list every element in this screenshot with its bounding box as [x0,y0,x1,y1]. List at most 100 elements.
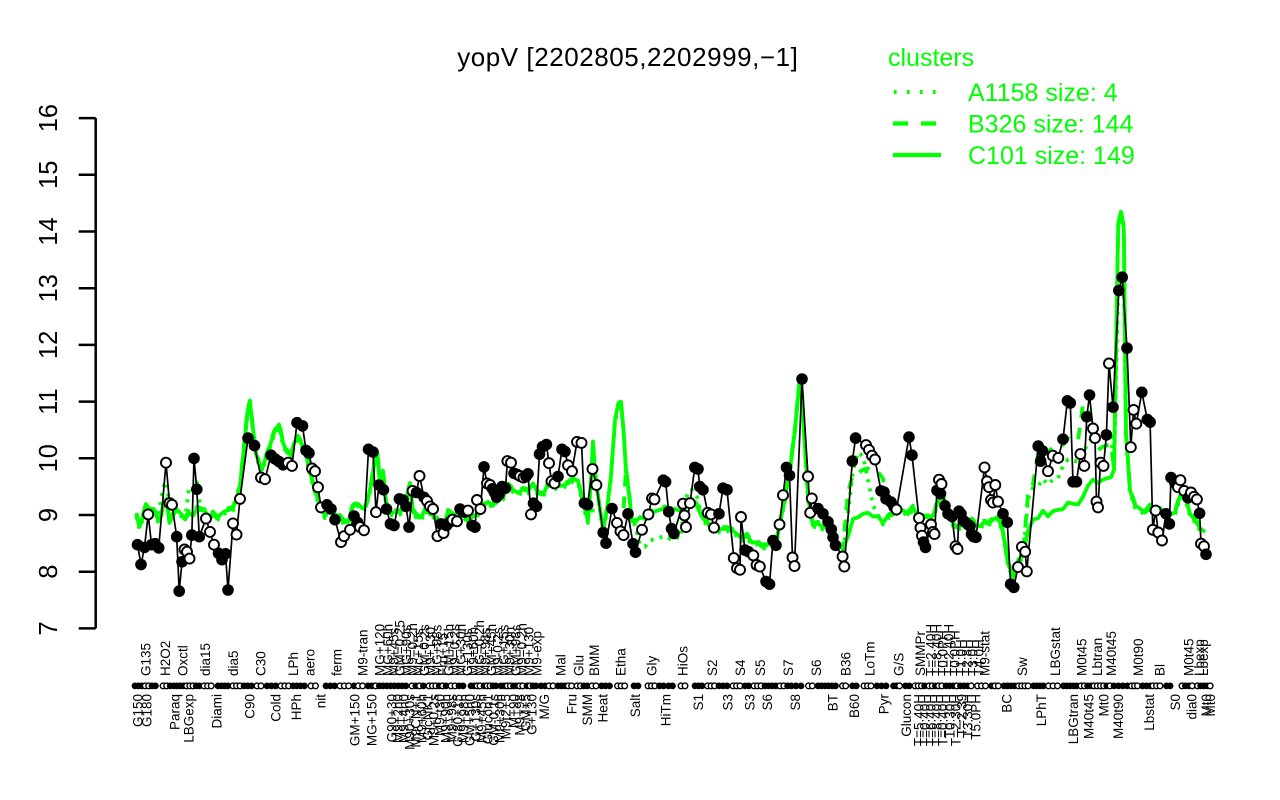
svg-text:M9-tran: M9-tran [356,629,371,676]
svg-text:aero: aero [303,649,318,676]
svg-text:S6: S6 [760,694,775,711]
svg-text:MG+90s: MG+90s [399,624,414,676]
svg-text:Fru: Fru [565,694,580,714]
svg-text:Glucon1: Glucon1 [481,694,496,744]
svg-text:M9-exp: M9-exp [530,631,545,676]
svg-text:S0: S0 [1168,694,1183,711]
svg-text:yopV [2202805,2202999,−1]: yopV [2202805,2202999,−1] [457,42,798,72]
svg-text:Salt: Salt [628,694,643,718]
svg-text:T=0.40H: T=0.40H [918,694,933,746]
svg-text:T=6.40H: T=6.40H [924,694,939,746]
svg-text:M9+130: M9+130 [522,627,537,676]
svg-text:Oxctl: Oxctl [176,645,191,676]
svg-text:T0.30H: T0.30H [943,694,958,738]
svg-text:B326 size: 144: B326 size: 144 [968,110,1133,138]
svg-text:M9=0.2h: M9=0.2h [405,623,420,676]
svg-text:Pyr: Pyr [877,693,892,714]
svg-text:C30: C30 [254,651,269,676]
svg-text:A1158 size: 4: A1158 size: 4 [968,79,1118,107]
svg-text:C90: C90 [243,694,258,719]
svg-text:GM+150: GM+150 [348,694,363,746]
svg-text:GM=0.25: GM=0.25 [393,620,408,676]
svg-text:dia15: dia15 [198,643,213,676]
svg-text:MG+15s: MG+15s [496,624,511,676]
svg-text:M9=0.2s: M9=0.2s [448,624,463,676]
svg-text:M9+30h: M9+30h [503,627,518,676]
svg-text:Glucon: Glucon [899,694,914,737]
svg-text:Lbexp: Lbexp [1192,639,1207,676]
svg-text:Mc+15s: Mc+15s [411,628,426,676]
svg-text:MG+120: MG+120 [373,624,388,676]
svg-text:T=2.39: T=2.39 [955,694,970,736]
svg-text:clusters: clusters [888,44,974,72]
svg-text:11: 11 [35,388,63,414]
svg-text:T=8.40H: T=8.40H [930,694,945,746]
svg-text:C101 size: 149: C101 size: 149 [968,142,1135,170]
svg-text:S8: S8 [788,694,803,711]
svg-text:M9+2h0: M9+2h0 [391,694,406,743]
svg-text:LBGstat: LBGstat [1048,627,1063,676]
svg-text:GM-0.2s: GM-0.2s [417,624,432,676]
svg-text:HPh: HPh [289,694,304,720]
svg-text:dia0: dia0 [1184,694,1199,720]
svg-text:S6: S6 [809,659,824,676]
svg-text:T=8.40H: T=8.40H [930,624,945,676]
svg-text:GlcNK1: GlcNK1 [421,694,436,741]
svg-text:M0t90: M0t90 [1131,638,1146,676]
svg-text:Sw: Sw [1015,657,1030,676]
svg-text:S4: S4 [733,659,748,676]
svg-text:Paraq: Paraq [168,694,183,730]
svg-text:M9+130: M9+130 [423,627,438,676]
svg-text:G90+30: G90+30 [385,694,400,742]
svg-text:T3.0H: T3.0H [966,639,981,676]
svg-text:G-80+15: G-80+15 [451,694,466,747]
svg-text:G+130: G+130 [525,694,540,735]
svg-text:G180: G180 [140,694,155,727]
svg-text:M40t45: M40t45 [1082,694,1097,739]
svg-text:T0.0PH: T0.0PH [948,630,963,676]
svg-text:S3: S3 [721,694,736,711]
svg-text:M0t45: M0t45 [1075,638,1090,676]
svg-text:M9CN+1: M9CN+1 [409,694,424,748]
svg-text:M/G: M/G [537,694,552,720]
svg-text:M9=0.2h: M9=0.2h [515,623,530,676]
svg-text:S3: S3 [743,694,758,711]
svg-text:Fru+15: Fru+15 [435,633,450,676]
svg-text:8: 8 [35,565,63,579]
svg-text:M9+98s: M9+98s [445,694,460,743]
svg-text:M9+4h0: M9+4h0 [397,694,412,743]
svg-text:13: 13 [35,274,63,302]
svg-text:M90+30s: M90+30s [403,694,418,750]
svg-text:T4.0H: T4.0H [972,639,987,676]
svg-text:M9-stat: M9-stat [978,631,993,676]
svg-text:G/S: G/S [892,653,907,676]
svg-text:BT: BT [826,694,841,711]
svg-text:GM+98s: GM+98s [509,624,524,676]
svg-text:M9+45s: M9+45s [387,627,402,676]
svg-text:12: 12 [35,331,63,359]
svg-text:Bl: Bl [1153,664,1168,676]
svg-text:Heat: Heat [596,694,611,723]
svg-text:M9+30h: M9+30h [493,694,508,743]
svg-text:16: 16 [35,104,63,132]
svg-text:T2.8H: T2.8H [960,639,975,676]
svg-text:M9+60h: M9+60h [466,627,481,676]
svg-text:Glu: Glu [572,655,587,676]
svg-text:G150: G150 [131,694,146,727]
svg-text:T3.30H: T3.30H [961,694,976,738]
svg-text:LPhT: LPhT [1034,694,1049,726]
svg-text:LBGtran: LBGtran [1066,694,1081,744]
svg-text:Lbtran: Lbtran [1090,638,1105,676]
svg-text:M9+60h: M9+60h [415,694,430,743]
svg-text:T=2.40H: T=2.40H [924,624,939,676]
svg-text:S2: S2 [705,659,720,676]
svg-text:M9+90h: M9+90h [439,694,454,743]
svg-text:15: 15 [35,161,63,189]
svg-text:M9+98s: M9+98s [478,627,493,676]
svg-text:S5: S5 [753,659,768,676]
svg-text:BC: BC [1000,694,1015,713]
svg-text:LBGexp: LBGexp [182,694,197,743]
svg-text:BMM: BMM [587,645,602,677]
svg-text:10: 10 [35,444,63,472]
svg-text:9: 9 [35,508,63,522]
